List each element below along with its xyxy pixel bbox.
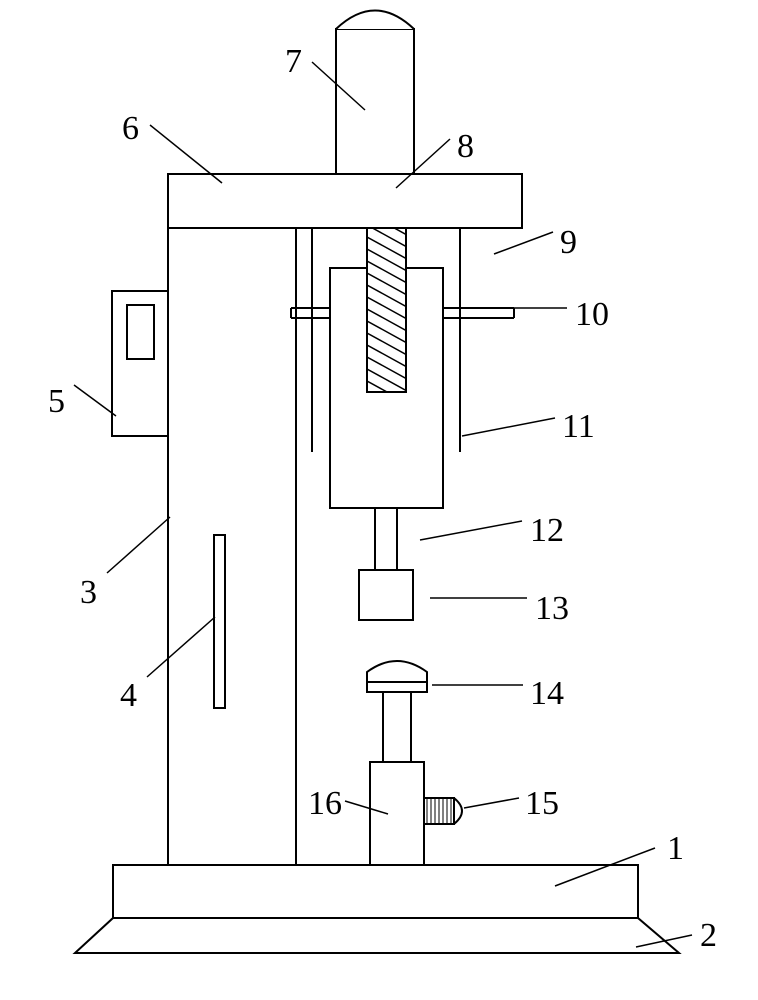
callout-label-11: 11 xyxy=(562,408,595,446)
callout-label-13: 13 xyxy=(535,590,569,628)
callout-label-4: 4 xyxy=(120,677,137,715)
callout-label-3: 3 xyxy=(80,574,97,612)
callout-label-7: 7 xyxy=(285,43,302,81)
callout-label-16: 16 xyxy=(308,785,342,823)
diagram-stage xyxy=(0,0,758,1000)
callout-label-6: 6 xyxy=(122,110,139,148)
callout-label-5: 5 xyxy=(48,383,65,421)
callout-label-1: 1 xyxy=(667,830,684,868)
diagram-svg xyxy=(0,0,758,1000)
callout-label-9: 9 xyxy=(560,224,577,262)
callout-label-8: 8 xyxy=(457,128,474,166)
callout-label-12: 12 xyxy=(530,512,564,550)
callout-label-10: 10 xyxy=(575,296,609,334)
callout-label-14: 14 xyxy=(530,675,564,713)
callout-label-2: 2 xyxy=(700,917,717,955)
callout-label-15: 15 xyxy=(525,785,559,823)
